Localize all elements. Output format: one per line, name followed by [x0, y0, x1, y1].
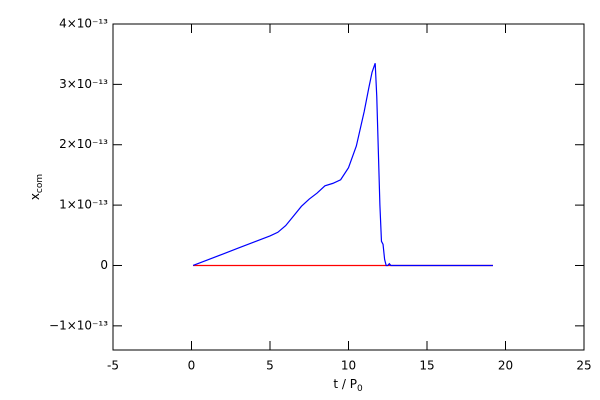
y-tick-label: 2×10⁻¹³	[59, 137, 108, 151]
y-tick-label: 3×10⁻¹³	[59, 77, 108, 91]
x-tick-label: 10	[341, 359, 356, 373]
y-label-sub: com	[35, 174, 45, 193]
x-axis-label: t / P0	[333, 377, 363, 394]
plot-frame	[112, 23, 585, 351]
y-axis-label: xcom	[28, 174, 45, 200]
y-tick-label: 1×10⁻¹³	[59, 198, 108, 212]
x-tick-label: 15	[419, 359, 434, 373]
data-line	[192, 63, 493, 267]
x-tick-label: -5	[107, 359, 119, 373]
x-tick-label: 20	[498, 359, 513, 373]
x-tick-label: 0	[188, 359, 196, 373]
x-tick-label: 5	[266, 359, 274, 373]
y-label-text: x	[28, 193, 42, 200]
y-tick-label: −1×10⁻¹³	[49, 318, 108, 332]
x-label-text: t / P	[333, 377, 357, 391]
y-tick-label: 4×10⁻¹³	[59, 17, 108, 31]
x-tick-label: 25	[576, 359, 591, 373]
x-label-sub: 0	[357, 384, 363, 394]
y-tick-label: 0	[100, 258, 108, 272]
